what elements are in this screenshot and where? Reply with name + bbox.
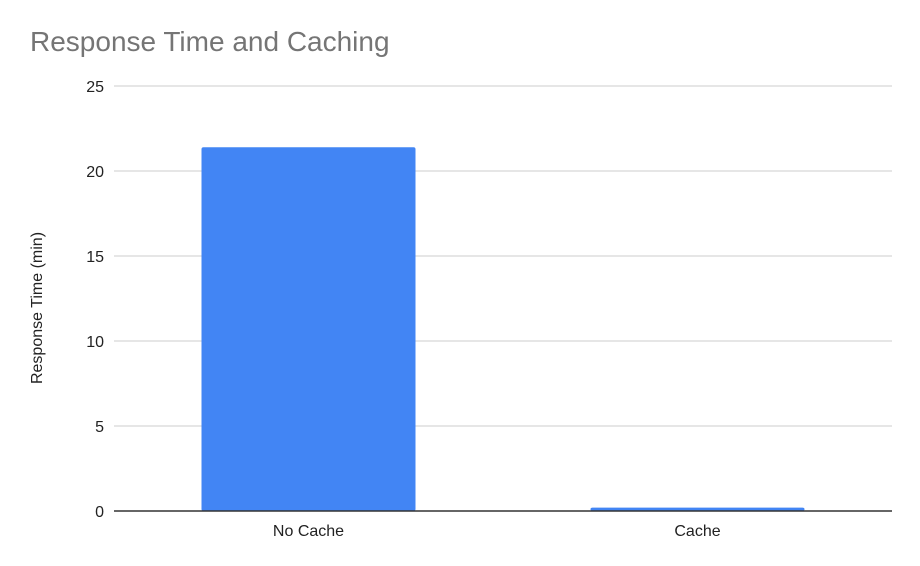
bar-no-cache — [201, 147, 416, 511]
y-tick-label-20: 20 — [86, 164, 104, 181]
x-tick-label-cache: Cache — [674, 523, 720, 540]
y-tick-label-10: 10 — [86, 334, 104, 351]
chart-title: Response Time and Caching — [30, 26, 390, 57]
x-tick-label-no-cache: No Cache — [273, 523, 344, 540]
y-tick-label-0: 0 — [95, 504, 104, 521]
y-tick-label-15: 15 — [86, 249, 104, 266]
bar-cache — [590, 507, 805, 511]
y-tick-label-25: 25 — [86, 79, 104, 96]
y-tick-label-5: 5 — [95, 419, 104, 436]
